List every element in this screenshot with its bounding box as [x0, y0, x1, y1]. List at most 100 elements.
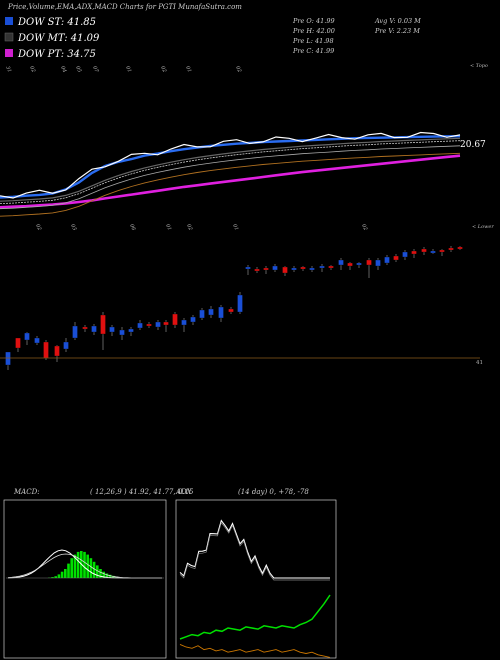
candle-body [109, 326, 115, 333]
top-tick-label: 02 [234, 65, 242, 73]
price-envelope-line [0, 131, 461, 199]
mid-tick-label: 03 [69, 223, 77, 231]
macd-hist-bar [70, 558, 73, 578]
macd-hist-bar [105, 573, 109, 578]
candle-body [54, 345, 60, 357]
candle-body [5, 351, 11, 366]
macd-hist-bar [73, 554, 77, 578]
top-tick-label: 31 [4, 65, 12, 73]
candle-body [208, 308, 214, 316]
legend-st: DOW ST: 41.85 [17, 17, 96, 28]
topo-label: < Topo [470, 63, 488, 69]
top-tick-label: 02 [28, 65, 36, 73]
candle-body [218, 306, 224, 319]
macd-hist-bar [96, 565, 99, 578]
adx-panel [175, 499, 337, 659]
quote-open: Pre O: 41.99 [292, 17, 335, 25]
macd-hist-bar [112, 575, 115, 578]
legend-mt: DOW MT: 41.09 [17, 33, 100, 44]
quote-low: Pre L: 41.98 [292, 37, 334, 45]
candle-body [146, 323, 152, 327]
macd-hist-bar [92, 561, 96, 578]
candle-body [254, 268, 260, 272]
macd-title: MACD: [13, 488, 40, 496]
quote-close: Pre C: 41.99 [292, 47, 334, 55]
candle-body [119, 329, 125, 336]
adx-shadow-line [179, 521, 330, 581]
candle-body [263, 267, 269, 271]
candle-body [338, 259, 344, 266]
candle-body [245, 266, 251, 270]
candle-body [319, 265, 325, 269]
mid-tick-label: 01 [164, 223, 172, 231]
macd-hist-bar [76, 551, 80, 578]
top-tick-label: 05 [74, 65, 82, 73]
candle-body [402, 251, 408, 258]
price-level-label: 41 [476, 360, 483, 366]
candle-body [163, 321, 169, 326]
candle-body [430, 250, 436, 254]
candle-body [137, 322, 143, 329]
candle-body [291, 267, 297, 271]
candle-body [128, 328, 134, 333]
candle-body [100, 314, 106, 335]
adx-title: ADX [175, 488, 193, 496]
macd-hist-bar [54, 576, 57, 578]
macd-hist-bar [99, 569, 102, 578]
top-tick-label: 04 [59, 65, 67, 73]
macd-params: ( 12,26,9 ) 41.92, 41.77, 0.15 [90, 488, 194, 496]
candle-body [421, 248, 427, 253]
top-tick-label: 07 [91, 65, 99, 74]
candle-body [457, 246, 463, 250]
candle-body [375, 259, 381, 267]
lower-label: < Lower [472, 224, 494, 230]
mid-tick-label: 02 [360, 223, 368, 231]
candle-body [366, 259, 372, 266]
candle-body [309, 267, 315, 271]
macd-hist-bar [60, 571, 64, 578]
candle-body [439, 249, 445, 253]
legend-pt-swatch [5, 49, 13, 57]
mid-tick-label: 06 [128, 223, 136, 232]
macd-hist-bar [89, 558, 93, 578]
macd-hist-bar [67, 563, 70, 578]
candle-body [393, 255, 399, 261]
mid-tick-label: 01 [231, 223, 239, 231]
candle-body [448, 247, 454, 251]
candle-body [411, 250, 417, 255]
macd-hist-bar [51, 577, 54, 578]
adx-plus-line [179, 594, 331, 640]
quote-avg-vol: Avg V: 0.03 M [374, 17, 421, 25]
candle-body [272, 265, 278, 271]
macd-hist-bar [108, 574, 112, 578]
candle-body [190, 316, 196, 323]
price-envelope-line [0, 152, 461, 217]
candle-body [34, 337, 40, 344]
macd-panel [3, 499, 167, 659]
candle-body [24, 332, 30, 341]
candle-body [155, 321, 161, 328]
ema-series-line [0, 135, 461, 199]
price-envelope-line [0, 140, 461, 204]
adx-line [179, 519, 330, 579]
ema-series-line [0, 137, 461, 202]
macd-hist-bar [83, 551, 86, 578]
candle-body [91, 325, 97, 333]
mid-tick-label: 02 [34, 223, 42, 231]
legend-st-swatch [5, 17, 13, 25]
legend-mt-swatch [4, 32, 14, 42]
candle-body [237, 294, 243, 313]
candle-body [172, 313, 178, 326]
quote-high: Pre H: 42.00 [292, 27, 335, 35]
candle-body [384, 256, 390, 264]
top-tick-label: 01 [184, 65, 192, 73]
candle-body [328, 265, 334, 269]
top-tick-label: 01 [124, 65, 132, 73]
candle-body [72, 325, 78, 339]
top-tick-label: 02 [159, 65, 167, 73]
chart-title: Price,Volume,EMA,ADX,MACD Charts for PGT… [8, 3, 242, 11]
adx-params: (14 day) 0, +78, -78 [238, 488, 309, 496]
ema-value-label: 20.67 [460, 140, 486, 150]
macd-hist-bar [57, 574, 61, 578]
